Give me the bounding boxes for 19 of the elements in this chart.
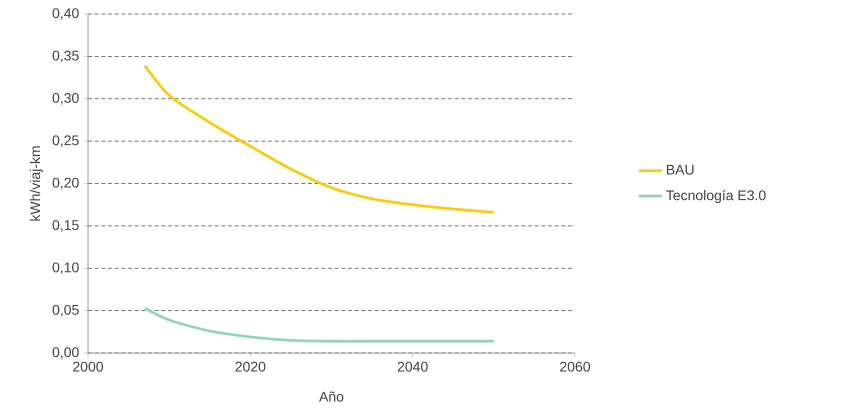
- y-tick-label: 0,40: [52, 8, 79, 20]
- y-tick-label: 0,10: [52, 262, 79, 274]
- x-tick-label: 2060: [560, 362, 590, 372]
- y-tick-label: 0,20: [52, 178, 79, 190]
- y-tick-label: 0,25: [52, 135, 79, 147]
- y-tick-label: 0,15: [52, 220, 79, 232]
- x-tick-label: 2000: [73, 362, 104, 372]
- legend-label: BAU: [666, 164, 694, 175]
- y-axis-title: kWh/viaj-km: [30, 146, 43, 221]
- y-tick-label: 0,00: [52, 347, 79, 359]
- line-series: [143, 64, 496, 214]
- y-tick-label: 0,05: [52, 304, 79, 316]
- x-tick-label: 2020: [235, 362, 266, 372]
- legend-label: Tecnología E3.0: [666, 190, 766, 204]
- y-tick-label: 0,35: [52, 50, 79, 62]
- x-axis-title: Año: [319, 391, 344, 402]
- line-series: [143, 306, 496, 343]
- x-tick-label: 2040: [398, 362, 428, 372]
- y-tick-label: 0,30: [52, 92, 79, 105]
